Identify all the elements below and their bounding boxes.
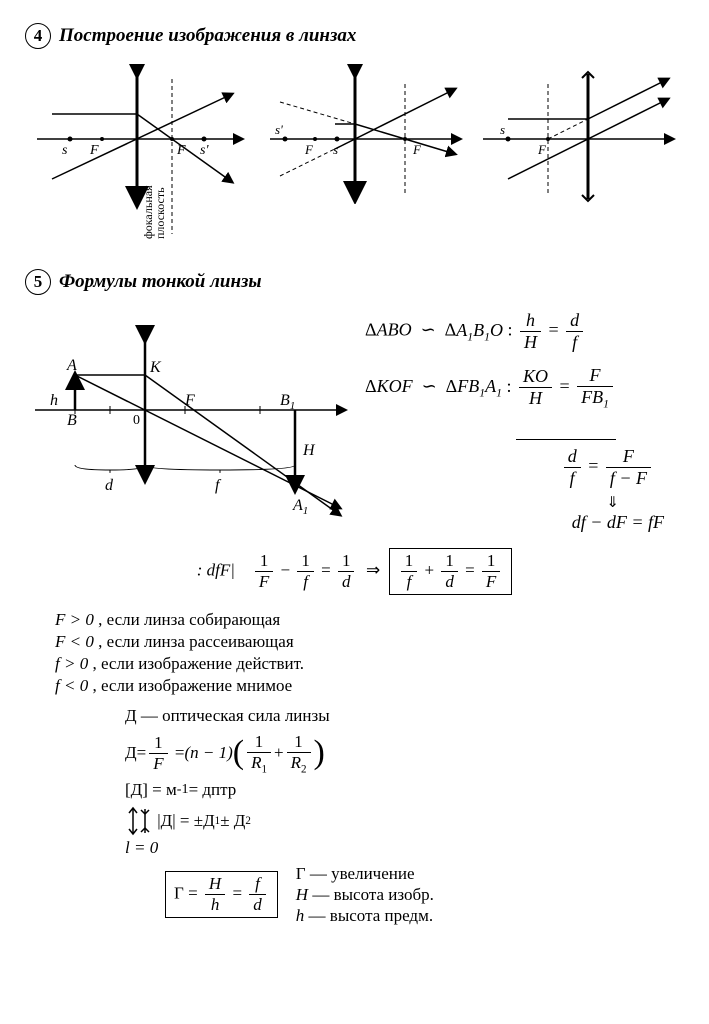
svg-text:h: h bbox=[50, 392, 58, 409]
svg-text:H: H bbox=[302, 442, 316, 459]
svg-text:d: d bbox=[105, 477, 114, 494]
section4-num: 4 bbox=[25, 23, 51, 49]
cond-3: f > 0 , если изображение действит. bbox=[55, 654, 684, 674]
svg-text:F: F bbox=[184, 392, 195, 409]
legend-H: H — высота изобр. bbox=[296, 885, 434, 905]
svg-text:F: F bbox=[537, 142, 547, 157]
optical-power-units: [Д] = м-1 = дптр bbox=[125, 780, 684, 800]
svg-text:B: B bbox=[67, 412, 77, 429]
svg-text:плоскость: плоскость bbox=[153, 187, 167, 239]
section4-title: Построение изображения в линзах bbox=[59, 25, 356, 47]
cond-1: F > 0 , если линза собирающая bbox=[55, 610, 684, 630]
svg-text:F: F bbox=[304, 142, 314, 157]
optical-power-block: Д — оптическая сила линзы Д = 1F = (n − … bbox=[125, 706, 684, 927]
thin-lens-diagram: A h B K 0 F B1 H A1 d f bbox=[25, 310, 355, 530]
svg-text:F: F bbox=[412, 142, 422, 157]
diagram2: s' s F F bbox=[265, 64, 465, 204]
svg-text:s': s' bbox=[275, 122, 283, 137]
cond-2: F < 0 , если линза рассеивающая bbox=[55, 632, 684, 652]
diagram3: s F bbox=[478, 64, 678, 204]
eq4: df − dF = fF bbox=[365, 512, 684, 533]
svg-text:A: A bbox=[66, 357, 77, 374]
svg-text:A1: A1 bbox=[292, 497, 308, 517]
down-arrow-1: ⇓ bbox=[365, 493, 684, 512]
svg-text:s: s bbox=[500, 122, 505, 137]
svg-text:s': s' bbox=[200, 143, 209, 158]
legend-gamma: Г — увеличение bbox=[296, 864, 434, 884]
svg-text:0: 0 bbox=[133, 413, 140, 428]
section5-content: A h B K 0 F B1 H A1 d f ΔABO ∽ ΔA1B1O : … bbox=[25, 310, 684, 533]
thin-lens-math: ΔABO ∽ ΔA1B1O : hH = df ΔKOF ∽ ΔFB1A1 : … bbox=[355, 310, 684, 533]
optical-power-label: Д — оптическая сила линзы bbox=[125, 706, 684, 726]
thin-lens-formula-box: 1f + 1d = 1F bbox=[389, 548, 513, 595]
magnification-legend: Г — увеличение H — высота изобр. h — выс… bbox=[296, 863, 434, 927]
eq5-prefix: : dfF| bbox=[197, 560, 235, 579]
svg-text:f: f bbox=[215, 477, 222, 494]
svg-text:F: F bbox=[89, 143, 99, 158]
section4-heading: 4 Построение изображения в линзах bbox=[25, 23, 684, 49]
sign-conditions: F > 0 , если линза собирающая F < 0 , ес… bbox=[55, 610, 684, 696]
diagram1: s s' F F фокальная плоскость bbox=[32, 64, 252, 244]
section4-diagrams: s s' F F фокальная плоскость s' s F F bbox=[25, 64, 684, 244]
optical-power-formula: Д = 1F = (n − 1) ( 1R1 + 1R2 ) bbox=[125, 732, 684, 775]
similar-triangles-2: ΔKOF ∽ ΔFB1A1 : KOH = FFB1 bbox=[365, 365, 684, 440]
eq5-row: : dfF| 1F − 1f = 1d ⇒ 1f + 1d = 1F bbox=[25, 548, 684, 595]
svg-text:K: K bbox=[149, 359, 162, 376]
similar-triangles-1: ΔABO ∽ ΔA1B1O : hH = df bbox=[365, 310, 684, 353]
optical-power-sum: |Д| = ±Д1 ± Д2 bbox=[125, 805, 684, 837]
magnification-row: Г = Hh = fd Г — увеличение H — высота из… bbox=[125, 863, 684, 927]
eq3: df = Ff − F bbox=[365, 446, 684, 489]
section5-heading: 5 Формулы тонкой линзы bbox=[25, 269, 684, 295]
legend-h: h — высота предм. bbox=[296, 906, 434, 926]
lens-stack-icon bbox=[125, 805, 153, 837]
cond-4: f < 0 , если изображение мнимое bbox=[55, 676, 684, 696]
svg-text:s: s bbox=[333, 142, 338, 157]
magnification-box: Г = Hh = fd bbox=[165, 871, 278, 918]
section5-title: Формулы тонкой линзы bbox=[59, 271, 262, 293]
svg-text:s: s bbox=[62, 143, 68, 158]
l-zero: l = 0 bbox=[125, 838, 684, 858]
svg-text:B1: B1 bbox=[280, 392, 295, 412]
section5-num: 5 bbox=[25, 269, 51, 295]
svg-text:F: F bbox=[176, 143, 186, 158]
